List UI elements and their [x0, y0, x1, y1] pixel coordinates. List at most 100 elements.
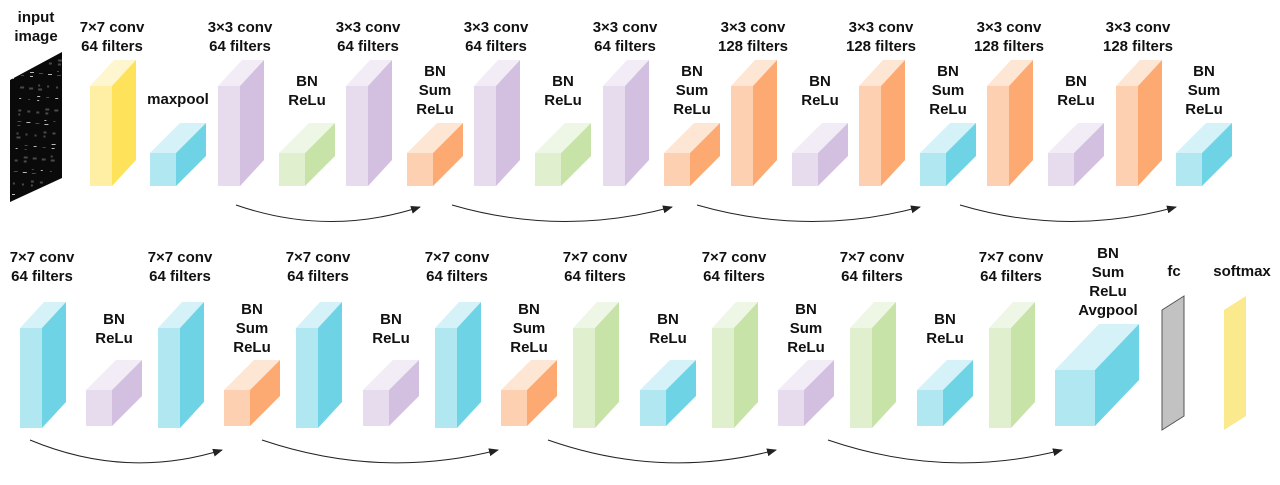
row1-skip-arrow [235, 204, 421, 222]
row2-small-label-line: ReLu [510, 339, 548, 356]
row1-conv-label-line: 128 filters [1102, 38, 1174, 55]
row2-conv-label: 7×7 conv 64 filters [563, 248, 628, 286]
row1-conv-label-line: 64 filters [594, 38, 656, 55]
row2-small-label-line: ReLu [649, 330, 687, 347]
softmax-label: softmax [1213, 262, 1271, 281]
row1-conv-block [987, 60, 1033, 186]
row2-small-label-line: ReLu [787, 339, 825, 356]
row2-conv-label: 7×7 conv 64 filters [702, 248, 767, 286]
row1-conv-label-line: 3×3 conv [592, 19, 658, 36]
row1-conv-label-line: 64 filters [209, 38, 271, 55]
row2-small-label-line: ReLu [372, 330, 410, 347]
row2-small-label-line: Sum [789, 320, 823, 337]
row1-conv-label: 3×3 conv 64 filters [464, 18, 529, 56]
row1-conv-block [474, 60, 520, 186]
row1-conv-label: 3×3 conv 128 filters [846, 18, 916, 56]
row2-small-label: BN Sum ReLu [233, 300, 271, 357]
row2-conv-label-line: 7×7 conv [701, 249, 767, 266]
row1-small-label-line: Sum [675, 82, 709, 99]
row1-conv-block [90, 60, 136, 186]
row2-conv-label-line: 64 filters [841, 268, 903, 285]
row2-small-label: BN ReLu [926, 310, 964, 348]
row2-small-label-line: BN [103, 311, 125, 328]
row1-conv-label-line: 3×3 conv [463, 19, 529, 36]
row1-small-block [664, 123, 720, 186]
row1-conv-label-line: 3×3 conv [976, 19, 1042, 36]
row1-conv-label-line: 3×3 conv [207, 19, 273, 36]
row1-small-label-line: BN [1065, 73, 1087, 90]
avgpool-label: BN Sum ReLu Avgpool [1078, 244, 1137, 320]
row1-conv-label: 3×3 conv 128 filters [974, 18, 1044, 56]
row1-conv-block [731, 60, 777, 186]
row2-conv-block [20, 302, 66, 428]
row2-conv-label-line: 7×7 conv [147, 249, 213, 266]
row1-conv-label-line: 3×3 conv [335, 19, 401, 36]
row1-conv-label-line: 64 filters [337, 38, 399, 55]
row1-small-label: BN ReLu [1057, 72, 1095, 110]
row2-small-label-line: BN [657, 311, 679, 328]
row1-conv-label: 3×3 conv 64 filters [593, 18, 658, 56]
row1-small-label-line: BN [1193, 63, 1215, 80]
row1-small-label-line: BN [552, 73, 574, 90]
row2-conv-label: 7×7 conv 64 filters [979, 248, 1044, 286]
row2-small-block [917, 360, 973, 426]
row2-small-label: BN Sum ReLu [787, 300, 825, 357]
row2-conv-block [435, 302, 481, 428]
fc-label: fc [1167, 262, 1180, 281]
row1-conv-label: 7×7 conv 64 filters [80, 18, 145, 56]
row2-conv-block [158, 302, 204, 428]
row1-conv-label: 3×3 conv 128 filters [1103, 18, 1173, 56]
row2-small-label: BN ReLu [649, 310, 687, 348]
row2-small-label-line: Sum [512, 320, 546, 337]
row2-conv-block [989, 302, 1035, 428]
row1-skip-arrow [959, 204, 1177, 222]
row1-small-label-line: BN [424, 63, 446, 80]
row1-small-label: BN Sum ReLu [1185, 62, 1223, 119]
row2-conv-block [573, 302, 619, 428]
row1-small-label-line: ReLu [288, 92, 326, 109]
row2-small-label: BN ReLu [95, 310, 133, 348]
softmax-label-line: softmax [1213, 263, 1271, 280]
input-image-label-line: image [14, 28, 58, 45]
row2-small-label-line: ReLu [926, 330, 964, 347]
row2-skip-arrow [827, 439, 1063, 464]
row2-small-label-line: BN [795, 301, 817, 318]
row1-small-label-line: ReLu [1057, 92, 1095, 109]
row1-small-label-line: BN [681, 63, 703, 80]
row1-small-label: BN Sum ReLu [416, 62, 454, 119]
row2-conv-label-line: 64 filters [564, 268, 626, 285]
avgpool-label-line: Avgpool [1078, 302, 1138, 319]
row2-small-block [501, 360, 557, 426]
row2-conv-label: 7×7 conv 64 filters [840, 248, 905, 286]
fc-label-line: fc [1167, 263, 1181, 280]
row1-conv-label-line: 64 filters [465, 38, 527, 55]
row1-small-label-line: BN [937, 63, 959, 80]
row1-small-label-line: maxpool [147, 91, 209, 108]
row2-small-label-line: ReLu [233, 339, 271, 356]
row1-skip-arrow [451, 204, 673, 222]
row1-small-label: BN ReLu [801, 72, 839, 110]
row2-conv-label-line: 64 filters [149, 268, 211, 285]
row1-small-label-line: BN [296, 73, 318, 90]
row2-conv-label: 7×7 conv 64 filters [148, 248, 213, 286]
row1-small-label-line: ReLu [416, 101, 454, 118]
row2-small-block [224, 360, 280, 426]
row2-conv-label: 7×7 conv 64 filters [286, 248, 351, 286]
row1-small-block [1176, 123, 1232, 186]
row1-conv-label-line: 3×3 conv [720, 19, 786, 36]
row2-conv-label-line: 7×7 conv [9, 249, 75, 266]
row1-conv-block [1116, 60, 1162, 186]
row2-small-label-line: BN [380, 311, 402, 328]
row2-small-block [363, 360, 419, 426]
row2-conv-label-line: 64 filters [703, 268, 765, 285]
row2-small-label-line: BN [241, 301, 263, 318]
row2-conv-label-line: 64 filters [287, 268, 349, 285]
row2-small-block [86, 360, 142, 426]
row1-conv-label-line: 3×3 conv [1105, 19, 1171, 36]
row1-small-block [792, 123, 848, 186]
input-image-label-line: input [17, 9, 55, 26]
row1-conv-block [603, 60, 649, 186]
row1-small-block [535, 123, 591, 186]
row2-conv-block [296, 302, 342, 428]
